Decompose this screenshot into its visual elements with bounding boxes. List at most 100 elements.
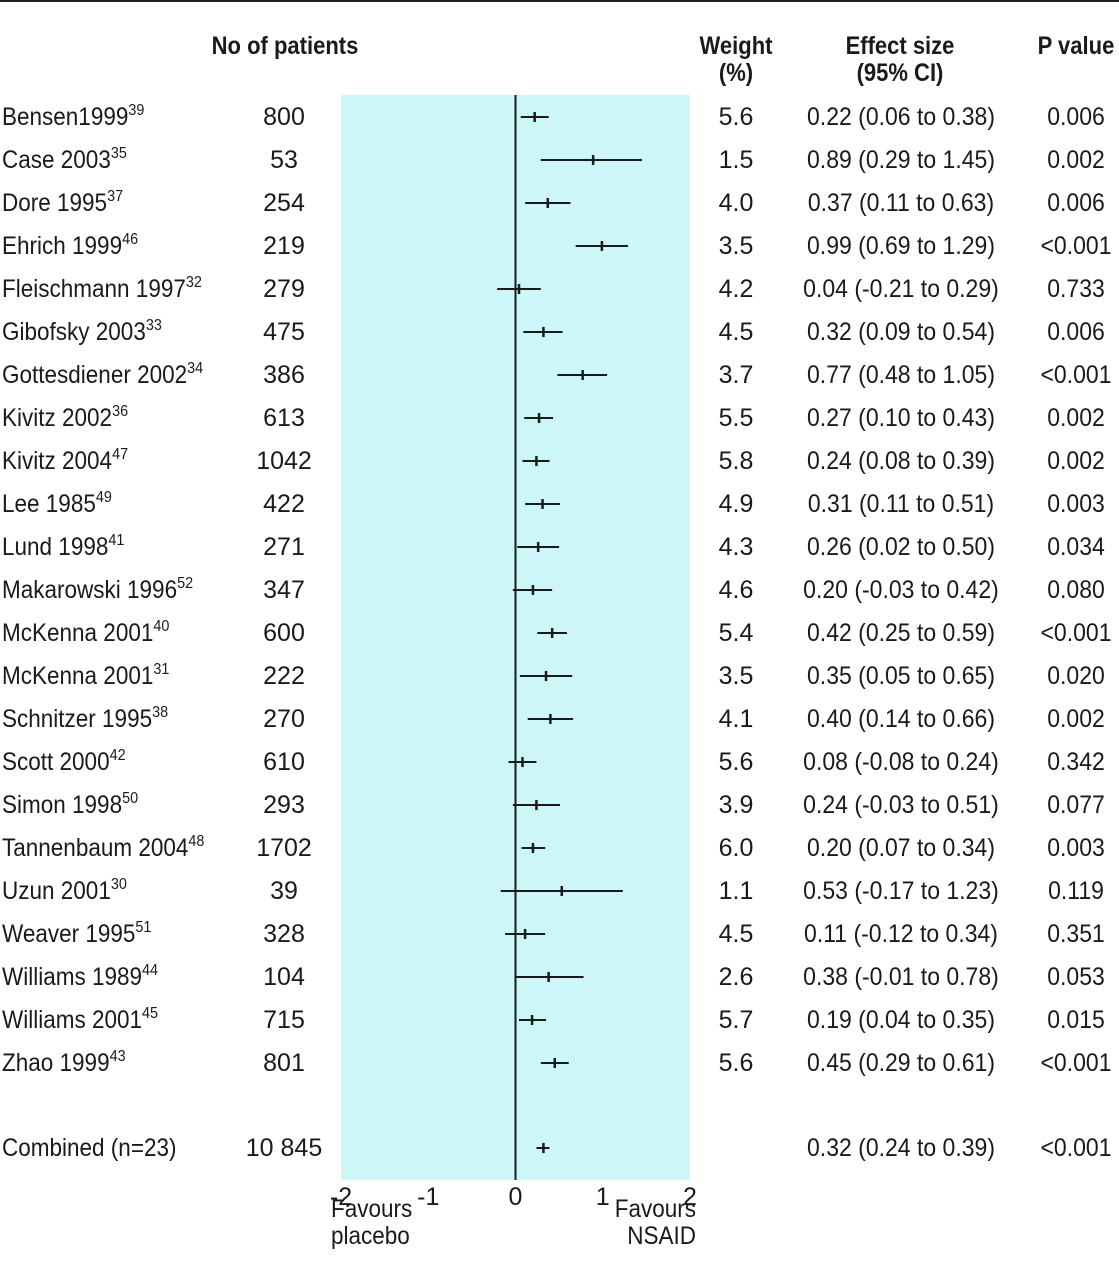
- patients-value: 53: [270, 146, 298, 174]
- pvalue-value: <0.001: [1040, 619, 1112, 647]
- patients-value: 386: [263, 361, 305, 389]
- study-label: Scott 2000: [2, 748, 110, 776]
- weight-value: 4.9: [718, 490, 754, 518]
- top-rule: [0, 0, 1119, 2]
- patients-value: 254: [263, 189, 305, 217]
- study-label: Zhao 1999: [2, 1049, 110, 1077]
- favours-nsaid-line2: NSAID: [627, 1222, 696, 1250]
- study-label: Uzun 2001: [2, 877, 111, 905]
- study-label: Tannenbaum 2004: [2, 834, 189, 862]
- study-reference: 42: [109, 747, 126, 764]
- patients-value: 104: [263, 963, 305, 991]
- header-weight: Weight (%): [697, 33, 774, 87]
- study-name: Zhao 199943: [2, 1048, 126, 1078]
- favours-nsaid-line1: Favours: [614, 1195, 696, 1223]
- study-name: Gottesdiener 200234: [2, 360, 203, 390]
- pvalue-value: 0.003: [1047, 490, 1105, 518]
- study-name: Lee 198549: [2, 489, 112, 519]
- study-label: Kivitz 2002: [2, 404, 113, 432]
- study-name: Kivitz 200236: [2, 403, 128, 433]
- weight-value: 3.5: [718, 232, 754, 260]
- patients-value: 610: [263, 748, 305, 776]
- effect-value: 0.89 (0.29 to 1.45): [807, 146, 995, 174]
- study-label: McKenna 2001: [2, 619, 154, 647]
- study-label: Gibofsky 2003: [2, 318, 146, 346]
- study-name: Williams 200145: [2, 1005, 158, 1035]
- weight-value: 4.0: [718, 189, 754, 217]
- patients-value: 39: [270, 877, 298, 905]
- study-name: Uzun 200130: [2, 876, 127, 906]
- study-reference: 35: [110, 145, 127, 162]
- pvalue-value: 0.080: [1047, 576, 1105, 604]
- study-label: Kivitz 2004: [2, 447, 113, 475]
- patients-value: 271: [263, 533, 305, 561]
- study-reference: 47: [112, 446, 129, 463]
- study-reference: 50: [122, 790, 139, 807]
- patients-value: 613: [263, 404, 305, 432]
- patients-value: 279: [263, 275, 305, 303]
- weight-value: 4.1: [718, 705, 754, 733]
- study-reference: 34: [187, 360, 204, 377]
- study-label: Williams 2001: [2, 1006, 143, 1034]
- study-name: Makarowski 199652: [2, 575, 193, 605]
- study-reference: 40: [153, 618, 170, 635]
- pvalue-value: 0.006: [1047, 189, 1105, 217]
- study-reference: 45: [142, 1005, 159, 1022]
- patients-value: 801: [263, 1049, 305, 1077]
- pvalue-value: 0.351: [1047, 920, 1105, 948]
- patients-value: 715: [263, 1006, 305, 1034]
- weight-value: 3.9: [718, 791, 754, 819]
- pvalue-value: <0.001: [1040, 361, 1112, 389]
- study-reference: 48: [188, 833, 205, 850]
- effect-value: 0.42 (0.25 to 0.59): [807, 619, 995, 647]
- effect-value: 0.31 (0.11 to 0.51): [807, 490, 995, 518]
- study-label: Bensen1999: [2, 103, 129, 131]
- header-weight-line1: Weight: [699, 32, 773, 60]
- study-name: Ehrich 199946: [2, 231, 138, 261]
- pvalue-value: 0.003: [1047, 834, 1105, 862]
- pvalue-value: 0.034: [1047, 533, 1105, 561]
- effect-value: 0.24 (0.08 to 0.39): [807, 447, 995, 475]
- study-name: Bensen199939: [2, 102, 144, 132]
- patients-value: 270: [263, 705, 305, 733]
- patients-value: 600: [263, 619, 305, 647]
- study-name: Weaver 199551: [2, 919, 151, 949]
- weight-value: 4.2: [718, 275, 754, 303]
- study-label: Lund 1998: [2, 533, 109, 561]
- x-tick-label: 1: [596, 1183, 610, 1211]
- study-name: Schnitzer 199538: [2, 704, 168, 734]
- effect-value: 0.35 (0.05 to 0.65): [807, 662, 995, 690]
- patients-value: 219: [263, 232, 305, 260]
- x-tick-label: 2: [683, 1183, 697, 1211]
- study-name: Gibofsky 200333: [2, 317, 162, 347]
- study-reference: 49: [95, 489, 112, 506]
- header-pvalue: P value: [1037, 32, 1115, 60]
- study-label: Case 2003: [2, 146, 111, 174]
- header-patients: No of patients: [211, 32, 359, 60]
- pvalue-value: 0.733: [1047, 275, 1105, 303]
- weight-value: 5.6: [718, 748, 754, 776]
- combined-effect: 0.32 (0.24 to 0.39): [807, 1134, 995, 1162]
- effect-value: 0.24 (-0.03 to 0.51): [803, 791, 999, 819]
- effect-value: 0.40 (0.14 to 0.66): [807, 705, 995, 733]
- x-tick-label: 0: [509, 1183, 523, 1211]
- x-tick-label: -1: [417, 1183, 439, 1211]
- pvalue-value: 0.006: [1047, 103, 1105, 131]
- patients-value: 1702: [256, 834, 312, 862]
- study-label: Dore 1995: [2, 189, 108, 217]
- combined-pvalue: <0.001: [1040, 1134, 1112, 1162]
- patients-value: 1042: [256, 447, 312, 475]
- pvalue-value: 0.342: [1047, 748, 1105, 776]
- combined-label: Combined (n=23): [2, 1134, 177, 1162]
- study-reference: 41: [108, 532, 125, 549]
- weight-value: 5.7: [718, 1006, 754, 1034]
- weight-value: 4.5: [718, 318, 754, 346]
- effect-value: 0.77 (0.48 to 1.05): [807, 361, 995, 389]
- effect-value: 0.20 (0.07 to 0.34): [807, 834, 995, 862]
- effect-value: 0.27 (0.10 to 0.43): [807, 404, 995, 432]
- weight-value: 4.5: [718, 920, 754, 948]
- study-name: Williams 198944: [2, 962, 158, 992]
- study-label: Fleischmann 1997: [2, 275, 186, 303]
- study-label: Makarowski 1996: [2, 576, 178, 604]
- weight-value: 4.6: [718, 576, 754, 604]
